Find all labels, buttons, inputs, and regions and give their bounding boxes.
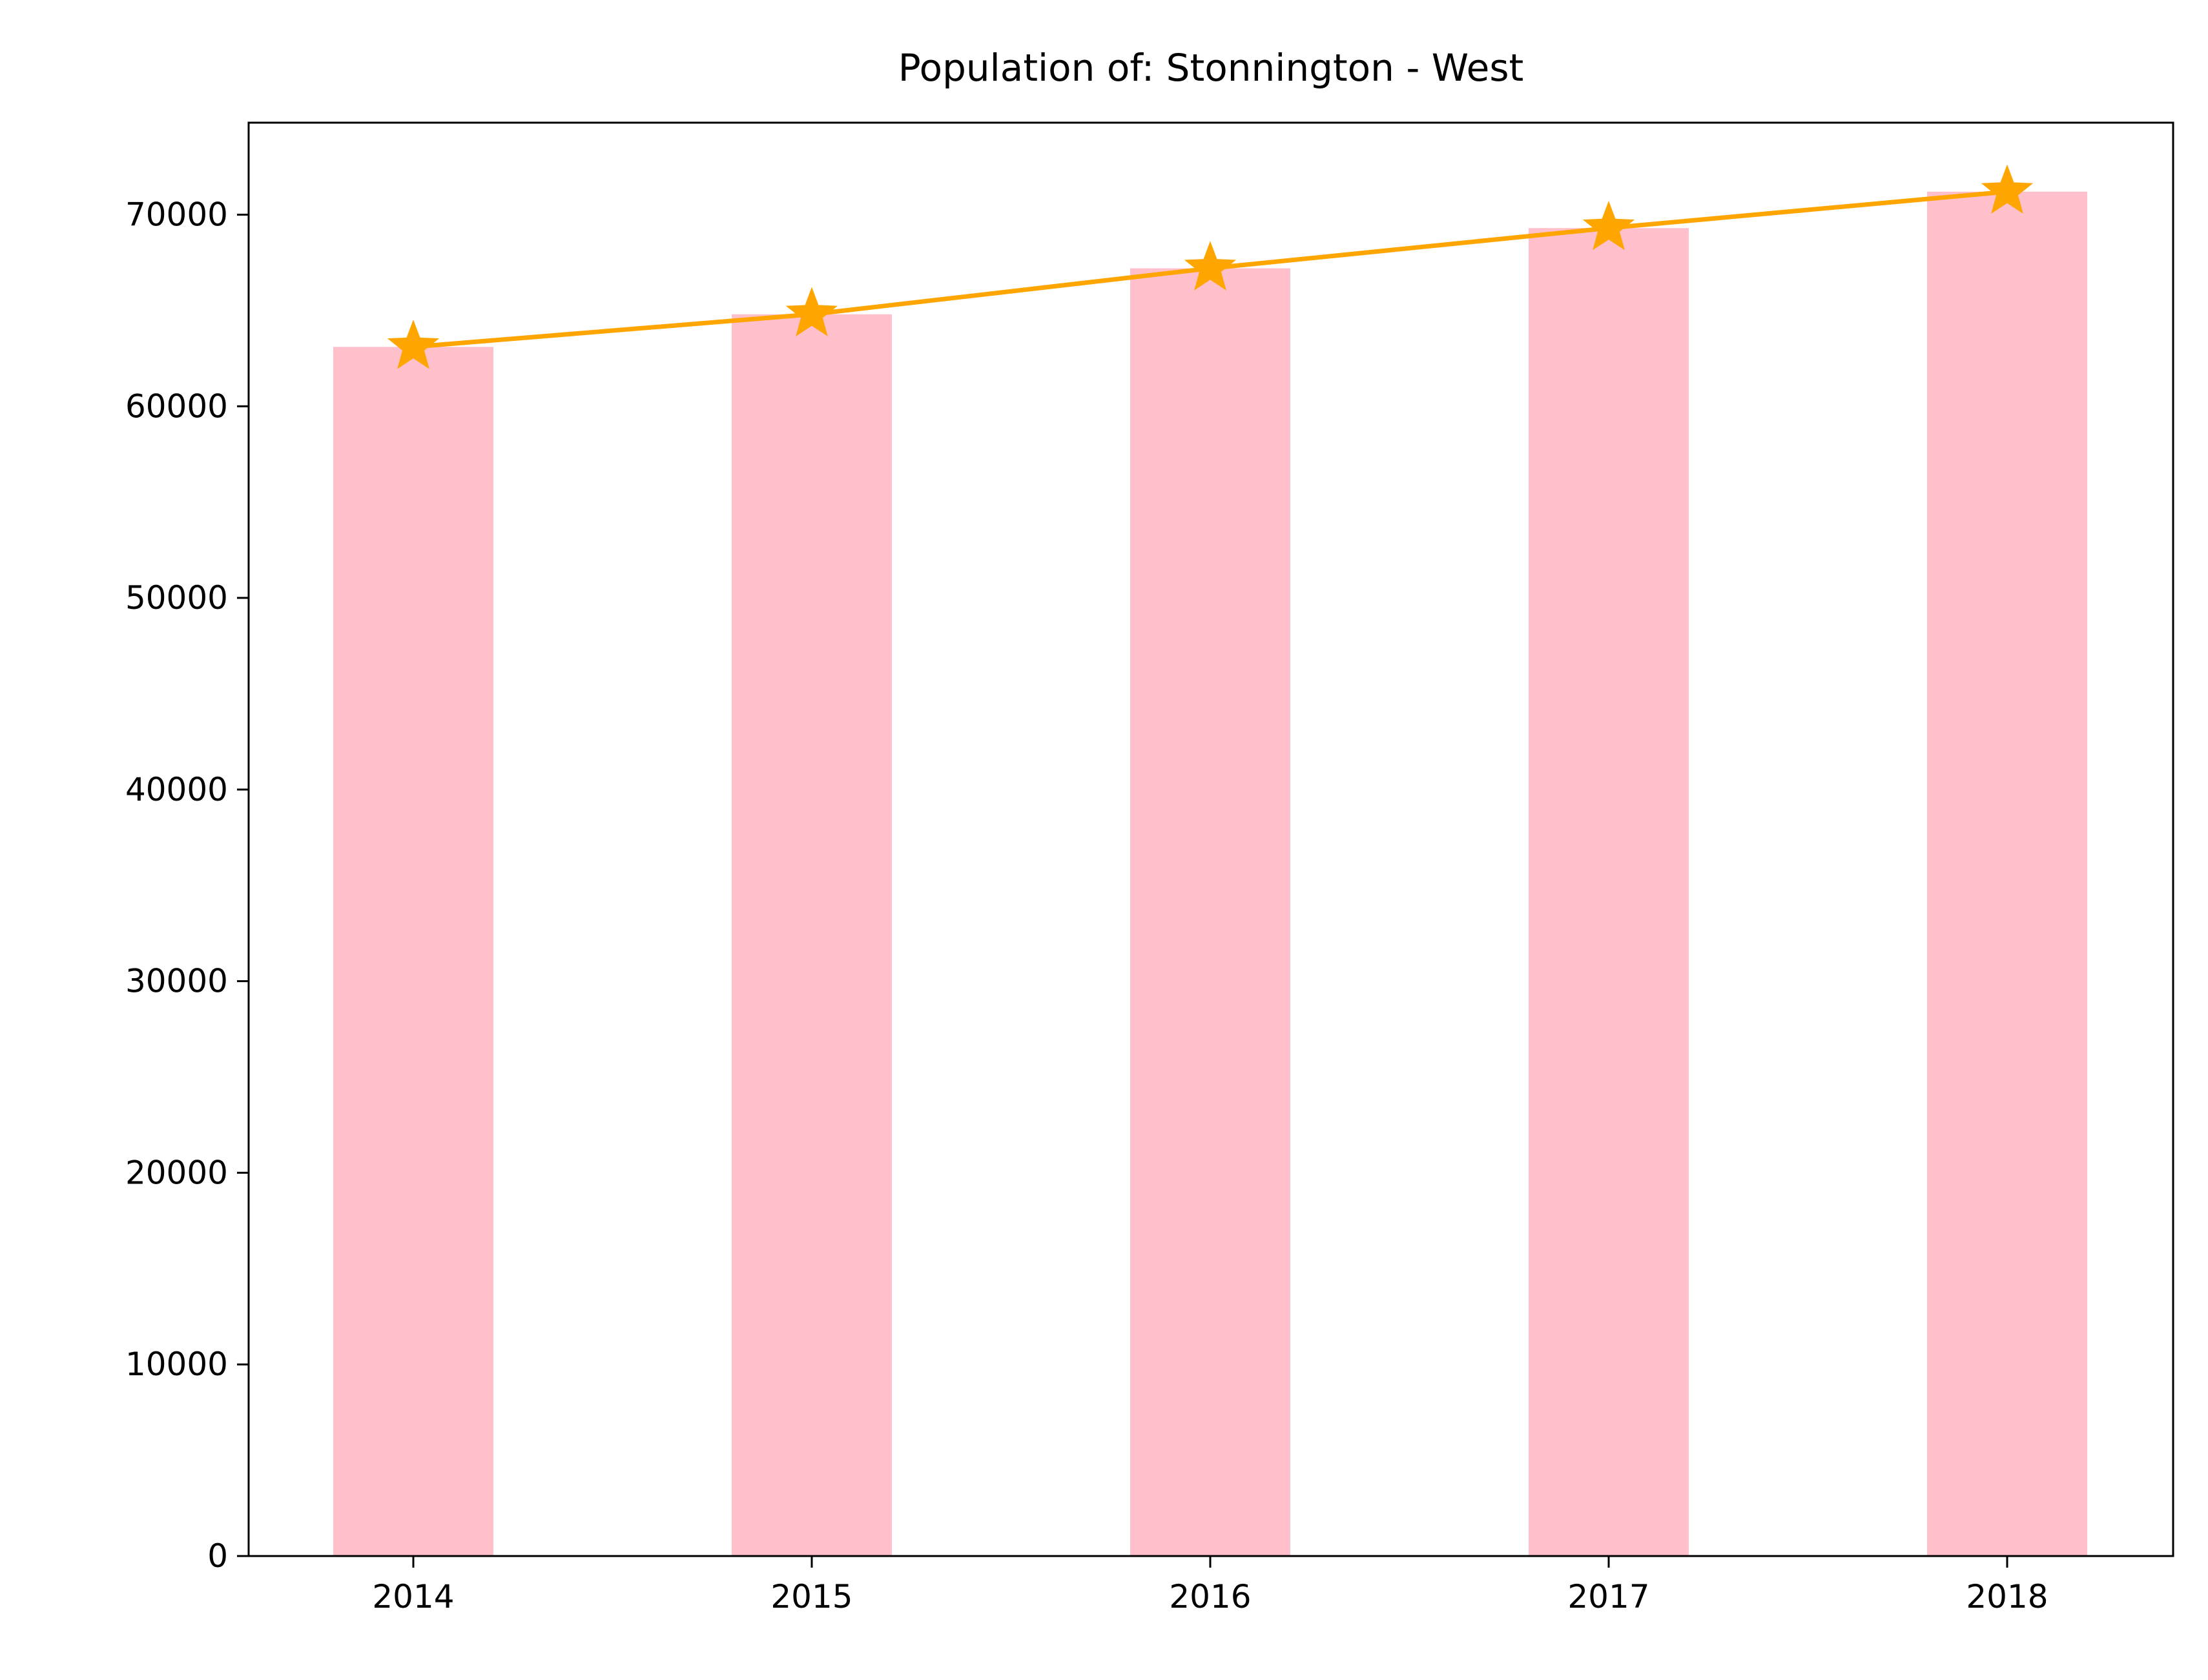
x-tick-label: 2017 — [1567, 1578, 1649, 1615]
line-layer — [387, 164, 2034, 369]
bars-layer — [333, 191, 2087, 1556]
y-tick-label: 40000 — [125, 771, 228, 808]
bar-2016 — [1130, 268, 1290, 1556]
y-tick-label: 50000 — [125, 579, 228, 617]
x-ticks-layer: 2014 2015 2016 2017 2018 — [372, 1556, 2048, 1615]
x-tick-label: 2015 — [770, 1578, 852, 1615]
y-tick-label: 70000 — [125, 196, 228, 233]
y-tick-label: 10000 — [125, 1346, 228, 1383]
y-tick-label: 20000 — [125, 1154, 228, 1191]
bar-2017 — [1529, 228, 1689, 1556]
y-tick-label: 60000 — [125, 387, 228, 425]
line-point-2018 — [1981, 164, 2034, 214]
y-tick-label: 30000 — [125, 963, 228, 1000]
line-point-2016 — [1184, 241, 1237, 291]
line-point-2015 — [785, 287, 838, 336]
x-tick-label: 2014 — [372, 1578, 454, 1615]
bar-2018 — [1927, 191, 2087, 1556]
line-point-2014 — [387, 319, 440, 369]
bar-2015 — [732, 314, 892, 1556]
line-point-2017 — [1582, 200, 1635, 251]
x-tick-label: 2016 — [1169, 1578, 1251, 1615]
x-tick-label: 2018 — [1966, 1578, 2048, 1615]
chart-title: Population of: Stonnington - West — [898, 46, 1524, 90]
y-tick-label: 0 — [207, 1537, 228, 1575]
bar-2014 — [333, 347, 493, 1556]
y-ticks-layer: 0 10000 20000 30000 40000 50000 60000 70000 — [125, 196, 249, 1575]
